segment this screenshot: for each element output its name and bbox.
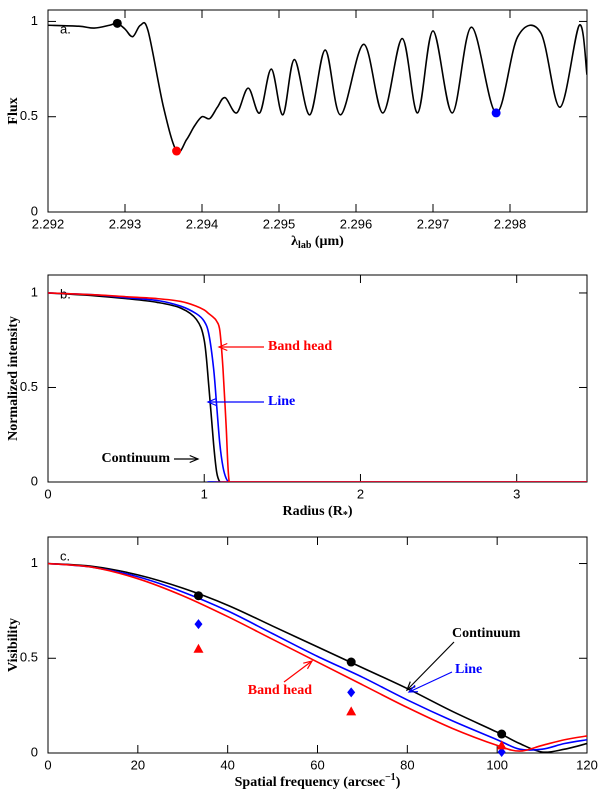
panel: 0 20 40 60 80 100 120 0 0.5 1 c. Visibility Spatial …	[6, 536, 598, 790]
y-axis-label: Flux	[6, 97, 21, 124]
marker	[491, 108, 501, 118]
curve	[48, 292, 587, 482]
annotation-arrow	[283, 660, 313, 683]
annotation-arrowhead	[303, 660, 314, 670]
y-tick-label: 0	[31, 744, 38, 759]
x-tick-label: 3	[513, 486, 520, 501]
y-tick-label: 0	[31, 203, 38, 218]
x-axis-label-sub: lab	[298, 240, 312, 251]
x-tick-label: 100	[486, 757, 508, 772]
x-axis-label-main: λ	[291, 234, 298, 249]
marker	[346, 706, 357, 716]
x-tick-label: 2.296	[340, 216, 373, 231]
annotation-arrowhead	[407, 684, 419, 693]
x-tick-label: 2	[357, 486, 364, 501]
annotation: Continuum	[102, 451, 171, 466]
plot-frame	[47, 536, 588, 754]
marker	[347, 687, 356, 698]
x-tick-label: 2.298	[494, 216, 527, 231]
x-tick-label: 60	[310, 757, 324, 772]
x-tick-label: 80	[400, 757, 414, 772]
x-tick-label: 2.293	[109, 216, 142, 231]
annotation-arrowhead	[217, 342, 228, 352]
x-axis-label-unit: (μm)	[311, 234, 344, 249]
panel-label: a.	[60, 21, 71, 36]
x-tick-label: 1	[201, 486, 208, 501]
x-tick-label: 2.294	[186, 216, 219, 231]
annotation: Continuum	[452, 626, 521, 641]
x-tick-label: 2.292	[32, 216, 65, 231]
marker	[497, 729, 507, 739]
x-axis-label-sup: −1	[385, 772, 396, 783]
y-tick-label: 1	[31, 284, 38, 299]
y-tick-label: 0	[31, 473, 38, 488]
annotation-arrowhead	[206, 397, 217, 407]
x-tick-label: 40	[220, 757, 234, 772]
x-tick-label: 0	[44, 757, 51, 772]
curve	[48, 21, 587, 154]
x-tick-label: 2.297	[417, 216, 450, 231]
marker	[346, 657, 356, 667]
marker	[193, 591, 203, 601]
y-axis-label: Normalized intensity	[6, 316, 21, 441]
x-tick-label: 2.295	[263, 216, 296, 231]
y-tick-label: 0.5	[20, 108, 38, 123]
x-axis-label-sub: *	[343, 510, 348, 521]
annotation: Line	[268, 394, 295, 409]
curve	[48, 292, 587, 482]
annotation-arrowhead	[189, 454, 200, 464]
x-axis-label-unit: )	[396, 775, 401, 790]
annotation-arrow	[406, 641, 455, 691]
curve	[48, 562, 587, 751]
x-tick-label: 120	[576, 757, 598, 772]
annotation: Band head	[268, 339, 332, 354]
y-tick-label: 0.5	[20, 379, 38, 394]
annotation-arrow	[408, 671, 453, 693]
y-tick-label: 1	[31, 13, 38, 28]
marker	[194, 619, 203, 630]
x-tick-label: 20	[131, 757, 145, 772]
marker	[112, 18, 122, 28]
curve	[48, 562, 587, 753]
curve	[48, 562, 587, 752]
x-axis-label: λlab (μm)	[291, 234, 344, 251]
x-axis-label: Radius (R*)	[283, 504, 353, 521]
x-axis-label: Spatial frequency (arcsec−1)	[235, 772, 401, 790]
y-axis-label: Visibility	[6, 618, 21, 672]
x-axis-label-unit: )	[348, 504, 353, 519]
y-tick-label: 1	[31, 555, 38, 570]
x-axis-label-main: Spatial frequency (arcsec	[235, 775, 385, 790]
marker	[496, 740, 507, 750]
annotation: Band head	[248, 683, 312, 698]
plot-frame	[47, 9, 588, 213]
x-axis-label-main: Radius (R	[283, 504, 344, 519]
marker	[497, 747, 506, 758]
marker	[193, 643, 204, 653]
annotation: Line	[455, 662, 482, 677]
marker	[172, 146, 182, 156]
curve	[48, 292, 587, 482]
panel-label: c.	[60, 548, 70, 563]
y-tick-label: 0.5	[20, 650, 38, 665]
panel: 2.292 2.293 2.294 2.295 2.296 2.297 2.298 0 0.5 1…	[6, 9, 588, 251]
x-tick-label: 0	[44, 486, 51, 501]
